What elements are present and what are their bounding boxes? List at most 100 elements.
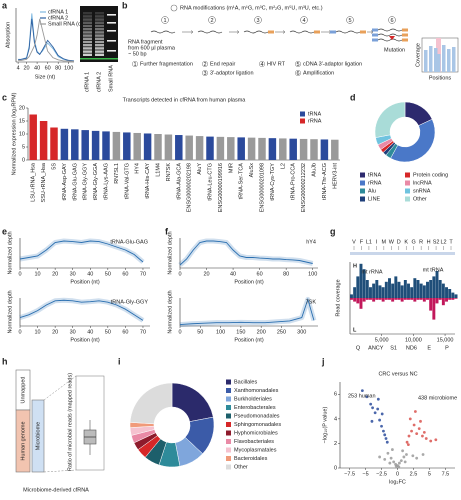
step-number: 4 [302,18,305,24]
legend-swatch [360,172,365,178]
rna-strand [243,30,269,34]
x-tick-label: 60 [122,329,128,335]
adaptor [372,33,378,37]
gel-band [95,12,104,15]
x-tick-label: 0 [18,329,21,335]
bar [247,137,256,160]
rna-strand [377,38,403,42]
gel-band [95,31,104,34]
coverage-bar [400,285,404,298]
coverage-bar [441,283,445,298]
x-tick-label: tRNA-Val-GTG [124,163,130,199]
bar [29,114,37,160]
x-tick-label: 30 [70,329,76,335]
step-label: End repair [210,61,236,67]
gel-band [107,40,116,42]
coverage-bar [384,298,388,300]
x-tick-label: 80 [55,65,61,71]
legend-label: Bacteroidales [234,456,268,462]
step-circle [161,16,169,24]
coverage-bar [350,294,353,298]
gene-label: H [427,239,431,245]
coverage-bar [426,298,429,300]
coverage-bar [391,283,395,298]
gene-label: D [397,239,401,245]
point [405,453,408,456]
point [421,434,424,438]
coverage-bar [362,269,366,298]
coverage-bar [448,298,452,300]
coverage-bar [429,280,433,298]
arrow [275,30,286,34]
x-tick-label: SSU-rRNA_Hsa [41,162,47,202]
point [392,460,396,464]
gel-band [95,24,104,28]
bar [50,127,58,160]
coverage-bar [394,276,398,298]
legend-label: Other [234,464,248,470]
mutation-mark [389,36,395,40]
x-tick-label: 7.5 [442,471,450,477]
point [401,449,405,453]
gene-label: S2 [433,239,440,245]
legend-label: Mycoplasmatales [234,447,277,453]
legend-swatch [405,172,410,178]
x-tick-label: 0 [396,471,399,477]
gel-band [83,12,92,15]
coverage-bar [454,294,458,298]
legend-label: Hyphomicrobiales [234,430,278,436]
step-number: 5 [296,62,299,68]
gene-label: W [389,239,395,245]
bar [185,135,193,160]
lane-label: Small RNA [108,65,114,92]
legend-swatch [226,456,231,461]
point [411,454,415,458]
fragment-note: RNA fragment [128,39,163,45]
gene-label: L1 [366,239,372,245]
bar [216,136,225,160]
x-tick-label: 40 [87,271,93,277]
legend-swatch [300,118,305,124]
coverage-bar [365,298,369,300]
series-line [179,240,313,266]
x-tick-label: 10,000 [405,337,422,343]
gene-label: F [360,239,364,245]
arrow [229,30,240,34]
ratio-label: Ratio of microbial reads (mapped reads) [67,373,73,471]
gel-band [95,50,104,53]
y-axis-label: Normalized depth [7,231,13,274]
rna-strand [377,33,403,37]
coverage-bar [362,298,366,302]
gene-label: T [449,239,453,245]
gel-band [95,44,104,47]
coverage-bar [394,298,398,300]
point [376,397,380,401]
gene-label: R [419,239,423,245]
coverage-bar [416,280,420,298]
caption: Microbiome-derived cfRNA [23,487,89,493]
bar [91,130,100,160]
lane-label: cfRNA 2 [96,72,102,92]
x-tick-label: HY4 [135,163,141,174]
point [383,458,387,461]
step-label: Further fragmentation [140,61,193,67]
coverage-bar [381,298,385,302]
fragment-note: from 600 µl plasma [128,45,176,51]
x-tick-label: AluY [197,163,203,175]
point [369,402,373,406]
legend-swatch [360,196,365,202]
legend-label: Enterobacterales [234,405,276,411]
block-label: Unmapped [20,377,26,404]
gel-band [83,53,92,56]
point [417,427,421,431]
legend-label: Bacillales [234,379,257,385]
step-circle [201,61,208,68]
coverage-bar [359,298,363,309]
coverage-bar [413,298,417,302]
panel-letter: a [2,0,8,10]
legend-swatch [360,188,365,194]
series-line [19,299,144,321]
microbiome-block [31,399,45,473]
point [380,412,384,416]
step-number: 3 [256,18,259,24]
